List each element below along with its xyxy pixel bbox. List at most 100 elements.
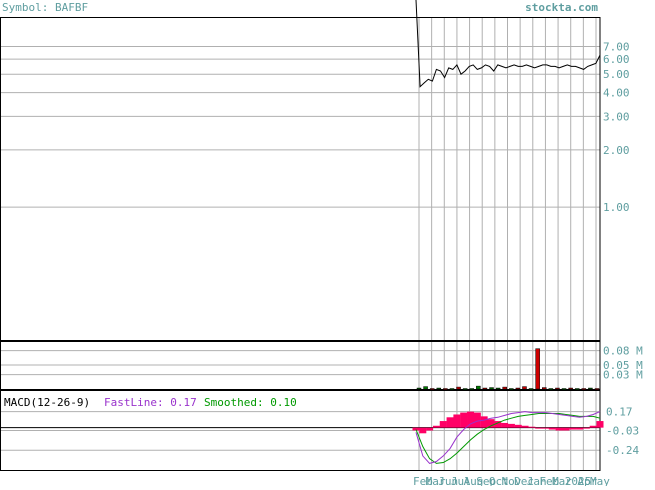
volume-bar: [542, 387, 547, 390]
macd-histogram-bar: [555, 427, 563, 431]
macd-tick-label: -0.03: [606, 424, 639, 437]
symbol-label: Symbol: BAFBF: [2, 1, 88, 14]
volume-bar: [443, 388, 448, 390]
volume-bar: [555, 387, 560, 390]
volume-bar: [588, 387, 593, 390]
macd-frame: [0, 390, 601, 471]
volume-bar: [456, 386, 461, 390]
x-tick-label: Apr: [577, 475, 597, 486]
volume-bar: [482, 387, 488, 390]
panel-frames: [0, 17, 601, 471]
macd-histogram-bar: [494, 421, 502, 428]
price-panel: [415, 0, 601, 88]
macd-fastline-line: [415, 411, 601, 464]
macd-histogram-bar: [460, 412, 468, 428]
x-tick-label: Mar: [552, 475, 572, 486]
x-tick-label: May: [590, 475, 610, 486]
price-tick-label: 4.00: [603, 87, 630, 100]
grid-layer: [0, 17, 600, 470]
macd-histogram-bar: [576, 427, 584, 430]
volume-bar: [502, 386, 507, 390]
macd-histogram-bar: [446, 417, 454, 428]
macd-smoothed-line: [415, 413, 601, 464]
macd-histogram-bar: [548, 427, 556, 430]
x-tick-label: Oct: [489, 475, 509, 486]
x-tick-label: Feb: [413, 475, 433, 486]
volume-bar: [561, 388, 567, 390]
volume-tick-label: 0.03 M: [603, 369, 643, 382]
macd-histogram-bar: [467, 411, 475, 428]
macd-histogram-bar: [541, 427, 549, 429]
macd-histogram-bar: [480, 416, 488, 428]
macd-smoothed-label: Smoothed: 0.10: [204, 396, 297, 409]
volume-bar: [436, 387, 442, 390]
macd-histogram-bar: [412, 427, 420, 431]
text-layer: Symbol: BAFBF stockta.com MACD(12-26-9) …: [2, 1, 643, 488]
macd-fastline-label: FastLine: 0.17: [104, 396, 197, 409]
x-tick-label: Jun: [438, 475, 458, 486]
volume-bar: [495, 387, 501, 390]
x-tick-label: Dec: [514, 475, 534, 486]
price-tick-label: 1.00: [603, 201, 630, 214]
macd-histogram-bar: [528, 426, 536, 428]
volume-bar: [528, 388, 534, 390]
x-tick-label: Mar: [426, 475, 446, 486]
x-tick-label: Jul: [451, 475, 471, 486]
macd-histogram-bar: [596, 421, 604, 428]
volume-bar: [462, 388, 468, 390]
price-frame: [0, 17, 601, 341]
macd-histogram-bar: [426, 427, 434, 431]
volume-bar: [522, 386, 527, 390]
x-tick-label: Aug: [464, 475, 484, 486]
macd-histogram-bar: [569, 427, 577, 430]
macd-tick-label: 0.17: [606, 406, 633, 419]
volume-bar: [423, 386, 428, 390]
macd-histogram-bar: [453, 414, 461, 428]
macd-histogram-bar: [432, 425, 440, 428]
macd-histogram-bar: [514, 424, 522, 428]
price-tick-label: 2.00: [603, 144, 630, 157]
macd-histogram-bar: [419, 427, 427, 434]
volume-bar: [416, 387, 422, 390]
volume-bar: [469, 388, 474, 390]
macd-panel: [0, 411, 604, 464]
macd-histogram-bar: [439, 421, 447, 428]
site-label: stockta.com: [525, 1, 598, 14]
volume-tick-label: 0.05 M: [603, 359, 643, 372]
macd-histogram-bar: [562, 427, 570, 431]
volume-bar: [515, 387, 521, 390]
macd-histogram-bar: [487, 419, 495, 428]
macd-histogram-bar: [507, 423, 515, 428]
price-tick-label: 7.00: [603, 40, 630, 53]
macd-histogram-bar: [589, 425, 597, 428]
volume-bar: [548, 388, 554, 390]
volume-bar: [568, 387, 573, 390]
x-tick-label: 2025: [565, 475, 592, 486]
x-tick-label: Sep: [476, 475, 496, 486]
volume-bar: [581, 388, 587, 390]
volume-bar: [449, 388, 455, 390]
macd-histogram-bar: [535, 427, 543, 429]
volume-bar: [594, 388, 600, 390]
volume-tick-label: 0.08 M: [603, 345, 643, 358]
volume-bar: [489, 387, 494, 390]
volume-bar: [535, 348, 540, 390]
price-tick-label: 5.00: [603, 68, 630, 81]
volume-bar: [574, 388, 580, 390]
macd-histogram-bar: [582, 427, 590, 429]
x-tick-label: Jan: [527, 475, 547, 486]
volume-bar: [509, 388, 514, 390]
volume-frame: [0, 341, 601, 390]
volume-panel: [416, 348, 600, 390]
volume-bar: [429, 388, 435, 390]
x-tick-label: Feb: [539, 475, 559, 486]
macd-tick-label: -0.24: [606, 444, 639, 457]
macd-histogram-bar: [501, 422, 509, 428]
price-tick-label: 6.00: [603, 53, 630, 66]
macd-title: MACD(12-26-9): [4, 396, 90, 409]
price-tick-label: 3.00: [603, 110, 630, 123]
volume-bar: [476, 385, 481, 390]
price-line: [415, 0, 601, 88]
